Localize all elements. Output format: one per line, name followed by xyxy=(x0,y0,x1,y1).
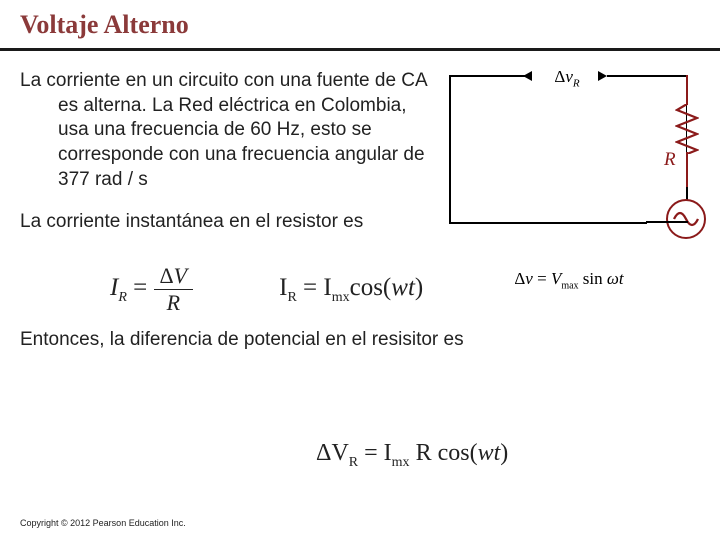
wt: wt xyxy=(391,274,415,301)
fraction: ΔVR xyxy=(154,263,194,316)
arrow-right-icon xyxy=(598,71,607,81)
cos: cos( xyxy=(432,440,478,466)
paragraph-3: Entonces, la diferencia de potencial en … xyxy=(20,328,700,353)
slide-title: Voltaje Alterno xyxy=(20,10,700,40)
R: R xyxy=(416,440,432,466)
resistor-icon xyxy=(675,104,699,154)
close: ) xyxy=(415,274,423,301)
Vmax-sub: max xyxy=(561,280,578,291)
v-symbol: v xyxy=(565,67,573,86)
text-column: La corriente en un circuito con una fuen… xyxy=(20,69,428,259)
V: V xyxy=(331,440,348,466)
copyright-text: Copyright © 2012 Pearson Education Inc. xyxy=(20,518,186,528)
cos: cos( xyxy=(350,274,392,301)
paragraph-3-wrap: Entonces, la diferencia de potencial en … xyxy=(0,316,720,353)
I-sub: R xyxy=(118,290,127,305)
slide-header: Voltaje Alterno xyxy=(0,0,720,51)
arrow-left-icon xyxy=(523,71,532,81)
resistor-label: R xyxy=(664,149,676,171)
circuit-diagram: ΔvR R Δv = Vmax sin ωt xyxy=(439,69,699,259)
eq: = xyxy=(533,269,551,288)
sub2: mx xyxy=(392,455,410,470)
eq: = xyxy=(358,440,384,466)
circuit-equation: Δv = Vmax sin ωt xyxy=(439,269,699,291)
sub2: mx xyxy=(332,290,350,305)
ac-lead xyxy=(646,221,688,223)
eq: = xyxy=(297,274,324,301)
v: v xyxy=(525,269,533,288)
V: V xyxy=(174,263,187,288)
omega: ω xyxy=(607,269,619,288)
numerator: ΔV xyxy=(154,263,194,290)
delta-v-r-label: ΔvR xyxy=(537,67,597,89)
Vmax: V xyxy=(551,269,561,288)
denominator: R xyxy=(154,290,194,316)
formula-ir-cos: IR = Imxcos(wt) xyxy=(279,274,423,306)
eq: = xyxy=(127,274,154,301)
sub1: R xyxy=(349,455,358,470)
sin: sin xyxy=(579,269,607,288)
wire xyxy=(449,75,525,77)
content-row: La corriente en un circuito con una fuen… xyxy=(0,51,720,259)
wire xyxy=(449,222,647,224)
delta-symbol: Δ xyxy=(554,67,565,86)
r-subscript: R xyxy=(573,77,580,89)
resistor-lead xyxy=(686,152,688,187)
I2: I xyxy=(323,274,331,301)
paragraph-2: La corriente instantánea en el resistor … xyxy=(20,210,428,235)
wire xyxy=(607,75,687,77)
resistor-lead xyxy=(686,75,688,105)
I: I xyxy=(384,440,392,466)
ac-source-icon xyxy=(666,199,706,239)
wt: wt xyxy=(478,440,501,466)
paragraph-1: La corriente en un circuito con una fuen… xyxy=(20,69,428,192)
delta: Δ xyxy=(514,269,525,288)
close: ) xyxy=(500,440,508,466)
formula-dvr: ΔVR = Imx R cos(wt) xyxy=(316,440,508,471)
formula-ir-fraction: IR = ΔVR xyxy=(110,263,193,316)
delta: Δ xyxy=(316,440,331,466)
t: t xyxy=(619,269,624,288)
diagram-column: ΔvR R Δv = Vmax sin ωt xyxy=(438,69,700,259)
wire xyxy=(449,75,451,223)
delta: Δ xyxy=(160,263,174,288)
sub1: R xyxy=(287,290,296,305)
